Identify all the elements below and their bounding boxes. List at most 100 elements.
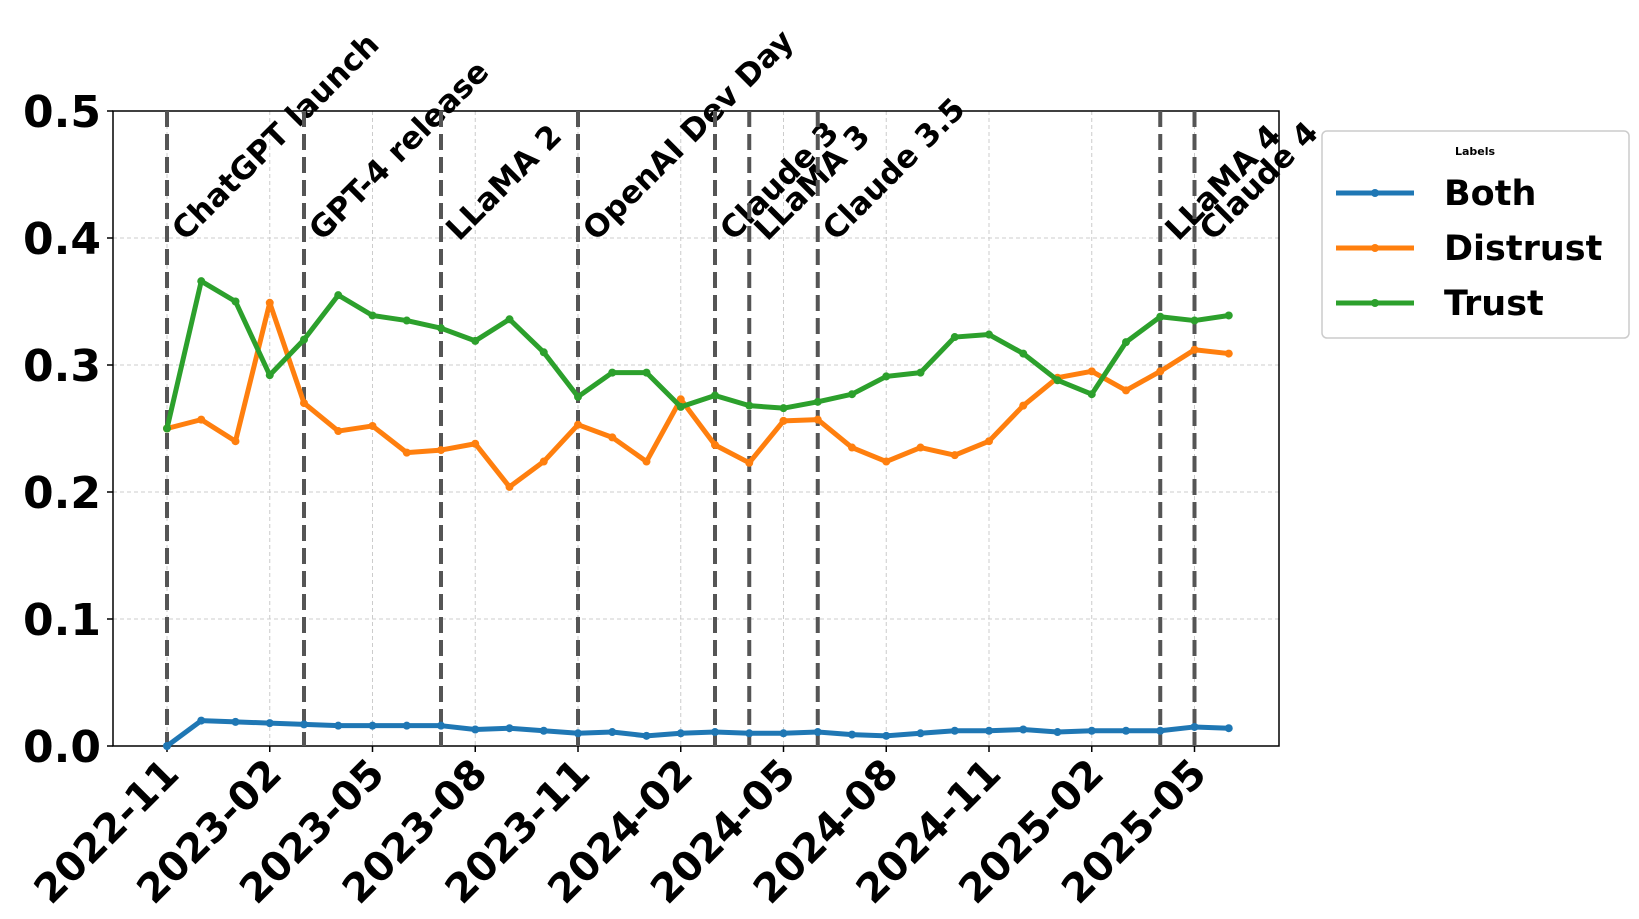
series-line	[166, 300, 1230, 490]
data-point	[471, 336, 480, 345]
data-point	[1087, 726, 1096, 735]
data-point	[950, 333, 959, 342]
data-point	[813, 397, 822, 406]
data-point	[882, 372, 891, 381]
data-point	[539, 348, 548, 357]
data-point	[300, 335, 308, 344]
data-point	[676, 395, 685, 404]
data-point	[197, 716, 206, 725]
data-point	[1019, 401, 1028, 410]
data-point	[539, 457, 548, 466]
data-point	[1019, 725, 1028, 734]
data-point	[848, 390, 856, 399]
data-point	[539, 726, 548, 735]
legend-box	[1321, 130, 1630, 339]
series-line	[165, 718, 1229, 749]
data-point	[1122, 386, 1130, 395]
data-point	[813, 728, 822, 737]
data-point	[779, 404, 788, 413]
data-point	[1224, 349, 1233, 358]
data-point	[300, 720, 308, 729]
data-point	[711, 391, 719, 400]
data-point	[745, 458, 754, 467]
data-point	[265, 298, 274, 307]
data-point	[231, 297, 240, 306]
data-point	[163, 424, 171, 433]
y-tick-label: 0.1	[23, 595, 101, 646]
data-point	[471, 725, 480, 734]
data-point	[437, 721, 445, 730]
data-point	[265, 371, 274, 380]
data-point	[882, 731, 891, 740]
data-point	[437, 446, 445, 455]
data-point	[1087, 367, 1096, 376]
data-point	[1053, 376, 1062, 385]
data-point	[985, 726, 993, 735]
data-point	[1053, 728, 1062, 737]
data-point	[505, 724, 514, 733]
data-point	[1019, 349, 1028, 358]
data-point	[505, 482, 514, 491]
data-point	[231, 437, 240, 446]
legend-label: Both	[1444, 174, 1536, 214]
data-point	[676, 402, 685, 411]
data-point	[608, 368, 617, 377]
legend-label: Trust	[1444, 284, 1544, 324]
data-point	[711, 441, 719, 450]
data-point	[779, 729, 788, 738]
data-point	[642, 457, 651, 466]
data-point	[197, 277, 206, 286]
data-point	[608, 728, 617, 737]
data-point	[197, 415, 206, 424]
data-point	[848, 443, 856, 452]
data-point	[882, 457, 891, 466]
legend-marker	[1371, 189, 1379, 197]
series-line	[164, 278, 1230, 430]
legend-title: Labels	[1455, 145, 1496, 158]
data-point	[300, 399, 308, 408]
data-point	[676, 729, 685, 738]
data-point	[1224, 311, 1233, 320]
data-point	[402, 721, 411, 730]
data-point	[916, 443, 925, 452]
data-point	[1122, 338, 1130, 347]
legend-marker	[1371, 244, 1379, 252]
data-point	[1190, 345, 1199, 354]
event-label: LLaMA 2	[439, 118, 569, 248]
data-point	[163, 742, 171, 750]
data-point	[608, 433, 617, 442]
data-point	[334, 291, 343, 300]
data-point	[402, 316, 411, 325]
data-point	[437, 324, 445, 333]
data-point	[1087, 390, 1096, 399]
data-point	[368, 311, 377, 320]
data-point	[334, 721, 343, 730]
y-tick-label: 0.5	[23, 87, 101, 138]
data-point	[368, 421, 377, 430]
y-tick-label: 0.4	[23, 214, 101, 265]
data-point	[471, 439, 480, 448]
data-point	[985, 437, 993, 446]
data-point	[916, 729, 925, 738]
legend-marker	[1371, 299, 1379, 307]
data-point	[745, 729, 754, 738]
data-point	[368, 721, 377, 730]
data-point	[505, 315, 514, 324]
y-tick-label: 0.2	[23, 468, 101, 519]
data-point	[1156, 367, 1165, 376]
data-point	[985, 330, 993, 339]
data-point	[1224, 724, 1233, 733]
data-point	[231, 717, 240, 726]
data-point	[1190, 722, 1199, 731]
data-point	[265, 719, 274, 728]
plot-frame	[112, 110, 1280, 747]
data-point	[1122, 726, 1130, 735]
data-point	[334, 427, 343, 436]
data-point	[1190, 316, 1199, 325]
data-point	[1156, 312, 1165, 321]
data-point	[813, 415, 822, 424]
data-point	[574, 392, 582, 401]
data-point	[779, 416, 788, 425]
data-point	[642, 368, 651, 377]
